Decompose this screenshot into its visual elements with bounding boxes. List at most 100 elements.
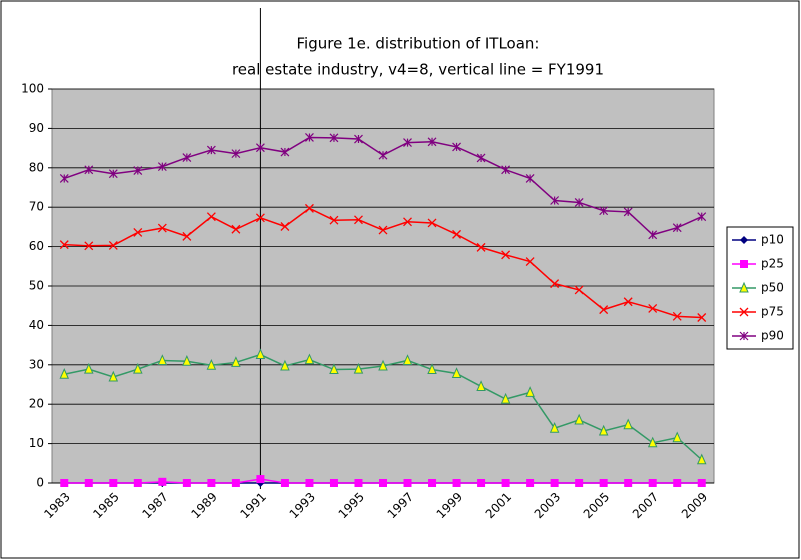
marker — [108, 370, 119, 382]
marker — [133, 479, 142, 487]
marker — [550, 479, 559, 487]
marker — [231, 479, 240, 487]
marker — [697, 313, 707, 322]
marker — [648, 230, 658, 240]
marker — [231, 224, 241, 234]
marker — [697, 479, 706, 487]
marker — [599, 206, 609, 216]
marker — [84, 241, 94, 251]
marker — [255, 213, 265, 223]
marker — [84, 362, 94, 374]
marker — [329, 363, 339, 375]
marker — [379, 479, 387, 487]
marker — [672, 431, 682, 443]
marker — [500, 392, 511, 404]
marker — [182, 231, 192, 241]
marker — [157, 223, 167, 233]
marker — [525, 174, 535, 183]
marker — [452, 142, 461, 152]
marker — [207, 479, 216, 487]
marker — [378, 359, 388, 371]
y-tick-label: 90 — [29, 121, 44, 135]
legend-label: p75 — [761, 305, 784, 319]
y-tick-label: 0 — [36, 476, 44, 490]
marker — [158, 477, 167, 486]
marker — [623, 418, 633, 430]
marker — [574, 285, 584, 295]
marker — [477, 479, 486, 487]
y-tick-label: 20 — [29, 397, 44, 411]
marker — [280, 147, 290, 157]
marker — [451, 367, 462, 378]
marker — [378, 150, 388, 160]
marker — [428, 479, 437, 487]
marker — [427, 363, 437, 375]
marker — [476, 380, 486, 391]
y-tick-label: 70 — [29, 200, 44, 214]
marker — [550, 196, 560, 205]
legend-label: p50 — [761, 281, 784, 295]
legend-label: p90 — [761, 329, 784, 343]
y-tick-label: 60 — [29, 239, 44, 253]
marker — [304, 203, 314, 213]
marker — [740, 236, 748, 244]
y-tick-label: 30 — [29, 357, 44, 371]
marker — [84, 165, 94, 175]
marker — [623, 207, 633, 217]
marker — [403, 479, 412, 487]
marker — [60, 479, 69, 487]
marker — [206, 358, 217, 370]
marker — [599, 305, 609, 315]
chart-title: Figure 1e. distribution of ITLoan: — [297, 35, 540, 53]
marker — [403, 138, 412, 148]
legend-box — [726, 226, 794, 350]
marker — [255, 143, 265, 153]
marker — [108, 240, 118, 250]
marker — [206, 145, 216, 155]
marker — [574, 413, 584, 425]
legend-label: p25 — [761, 257, 784, 271]
marker — [157, 162, 167, 172]
marker — [501, 250, 511, 260]
marker — [329, 215, 339, 225]
marker — [623, 297, 633, 307]
marker — [476, 242, 486, 252]
marker — [427, 137, 437, 147]
marker — [354, 134, 363, 144]
marker — [549, 422, 560, 433]
marker — [182, 153, 192, 162]
marker — [647, 436, 658, 448]
marker — [84, 479, 93, 487]
marker — [403, 217, 412, 227]
marker — [108, 169, 118, 179]
marker — [402, 354, 413, 365]
marker — [452, 229, 462, 239]
marker — [354, 215, 363, 225]
marker — [305, 133, 314, 142]
marker — [599, 479, 608, 487]
marker — [525, 386, 535, 397]
y-tick-label: 50 — [29, 279, 44, 293]
marker — [329, 479, 338, 487]
marker — [739, 281, 749, 293]
marker — [696, 453, 707, 465]
marker — [427, 218, 437, 228]
marker — [231, 149, 241, 159]
marker — [526, 479, 535, 487]
marker — [476, 153, 486, 163]
marker — [255, 348, 266, 360]
marker — [648, 303, 658, 313]
y-tick-label: 10 — [29, 436, 44, 450]
marker — [304, 353, 315, 365]
legend-label: p10 — [761, 233, 784, 247]
marker — [329, 133, 339, 143]
marker — [182, 479, 191, 487]
marker — [697, 212, 707, 222]
marker — [452, 479, 461, 487]
marker — [740, 260, 748, 268]
marker — [206, 212, 216, 222]
marker — [550, 279, 560, 289]
marker — [133, 362, 143, 374]
marker — [280, 479, 289, 487]
